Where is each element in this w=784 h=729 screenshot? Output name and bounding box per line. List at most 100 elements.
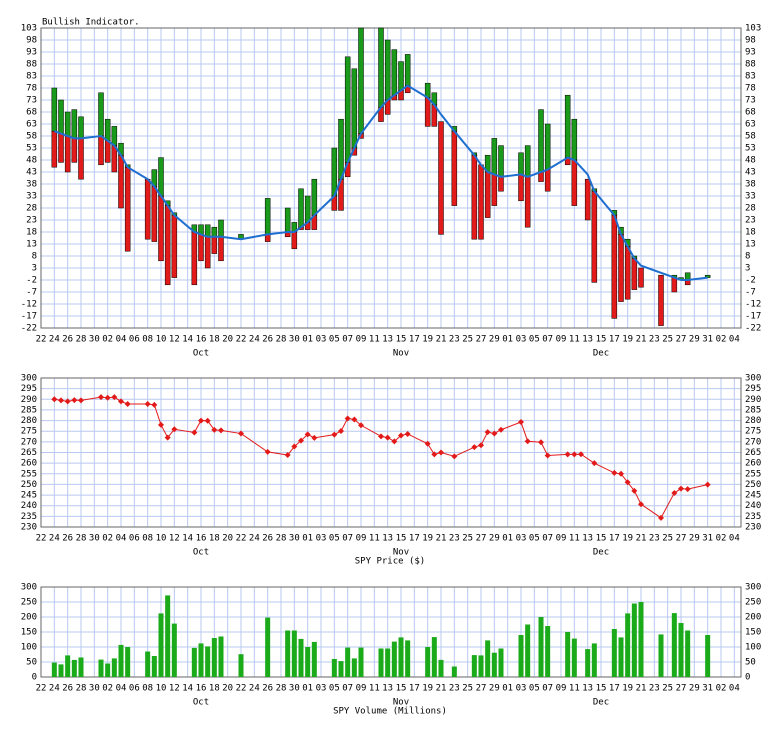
volume-bar xyxy=(705,635,711,677)
month-label: Nov xyxy=(393,548,409,558)
x-tick-label: 11 xyxy=(369,534,380,544)
volume-bar xyxy=(398,637,404,677)
y-tick-label: 265 xyxy=(21,448,37,458)
price-line xyxy=(54,396,708,519)
price-marker xyxy=(78,397,84,404)
bar-down xyxy=(518,174,524,202)
x-tick-label: 09 xyxy=(356,684,367,694)
x-tick-label: 02 xyxy=(716,534,727,544)
x-tick-label: 23 xyxy=(649,335,660,345)
x-tick-label: 16 xyxy=(196,684,207,694)
x-tick-label: 27 xyxy=(676,684,687,694)
price-marker xyxy=(538,439,544,446)
bar-up xyxy=(391,49,398,96)
bar-up xyxy=(351,68,358,149)
price-marker xyxy=(438,449,444,456)
x-tick-label: 29 xyxy=(689,335,700,345)
y-tick-label: 50 xyxy=(745,658,756,668)
price-marker xyxy=(704,481,711,488)
price-marker xyxy=(544,452,551,459)
bar-up xyxy=(58,99,64,134)
x-tick-label: 17 xyxy=(409,684,420,694)
volume-bar xyxy=(291,630,297,677)
bar-down xyxy=(658,274,664,326)
x-tick-label: 30 xyxy=(89,534,100,544)
y-tick-label: -22 xyxy=(745,324,761,334)
volume-bar xyxy=(585,649,591,677)
x-tick-label: 24 xyxy=(49,534,60,544)
x-tick-label: 05 xyxy=(529,534,540,544)
y-tick-label: 18 xyxy=(745,228,756,238)
price-marker xyxy=(111,394,118,401)
y-tick-label: 260 xyxy=(21,459,37,469)
x-tick-label: 28 xyxy=(76,534,87,544)
bar-down xyxy=(471,154,478,240)
price-marker xyxy=(358,422,364,429)
y-tick-label: 13 xyxy=(745,240,756,250)
x-tick-label: 04 xyxy=(729,534,740,544)
x-tick-label: 11 xyxy=(569,534,580,544)
y-tick-label: 300 xyxy=(21,374,37,384)
x-tick-label: 22 xyxy=(236,335,247,345)
bar-down xyxy=(491,174,498,206)
x-tick-label: 13 xyxy=(582,534,593,544)
price-marker xyxy=(471,444,478,451)
x-tick-label: 04 xyxy=(116,534,127,544)
x-tick-label: 04 xyxy=(116,335,127,345)
x-tick-label: 25 xyxy=(462,534,473,544)
volume-bar xyxy=(471,655,477,677)
price-marker xyxy=(71,397,78,404)
price-marker xyxy=(524,438,531,445)
price-marker xyxy=(684,486,691,493)
x-tick-label: 10 xyxy=(156,534,167,544)
x-tick-label: 13 xyxy=(582,335,593,345)
bar-down xyxy=(211,236,218,254)
y-tick-label: 250 xyxy=(745,480,761,490)
y-tick-label: 18 xyxy=(26,228,37,238)
y-tick-label: -17 xyxy=(745,312,761,322)
x-tick-label: 03 xyxy=(516,335,527,345)
y-tick-label: 255 xyxy=(21,469,37,479)
price-marker xyxy=(624,479,631,486)
y-tick-label: 33 xyxy=(745,192,756,202)
y-tick-label: 285 xyxy=(745,405,761,415)
x-tick-label: 17 xyxy=(609,684,620,694)
volume-bar xyxy=(618,637,624,677)
price-marker xyxy=(218,427,224,434)
x-tick-label: 23 xyxy=(449,335,460,345)
price-marker xyxy=(631,487,638,494)
y-tick-label: -2 xyxy=(745,276,756,286)
y-tick-label: -22 xyxy=(21,324,37,334)
month-label: Nov xyxy=(393,698,409,708)
month-label: Dec xyxy=(593,349,609,359)
bar-up xyxy=(158,157,164,197)
x-tick-label: 24 xyxy=(249,335,260,345)
x-tick-label: 13 xyxy=(382,684,393,694)
price-marker xyxy=(164,434,171,441)
x-tick-label: 24 xyxy=(249,684,260,694)
x-tick-label: 13 xyxy=(582,684,593,694)
y-tick-label: 98 xyxy=(745,36,756,46)
price-marker xyxy=(204,417,211,424)
x-tick-label: 26 xyxy=(62,684,73,694)
bar-up xyxy=(498,145,504,178)
x-tick-label: 17 xyxy=(409,534,420,544)
y-tick-label: 63 xyxy=(26,120,37,130)
x-tick-label: 19 xyxy=(622,335,633,345)
price-marker xyxy=(124,400,131,407)
x-tick-label: 29 xyxy=(689,534,700,544)
volume-bar xyxy=(538,617,544,677)
bar-down xyxy=(484,171,491,218)
bar-up xyxy=(204,224,211,238)
price-marker xyxy=(338,428,344,435)
x-tick-label: 01 xyxy=(502,335,513,345)
x-tick-label: 31 xyxy=(702,335,713,345)
bar-up xyxy=(358,27,364,134)
price-marker xyxy=(424,440,431,447)
y-tick-label: -12 xyxy=(21,300,37,310)
y-tick-label: 43 xyxy=(26,168,37,178)
volume-bar xyxy=(358,647,364,677)
y-tick-label: 100 xyxy=(21,643,37,653)
x-tick-label: 23 xyxy=(649,534,660,544)
